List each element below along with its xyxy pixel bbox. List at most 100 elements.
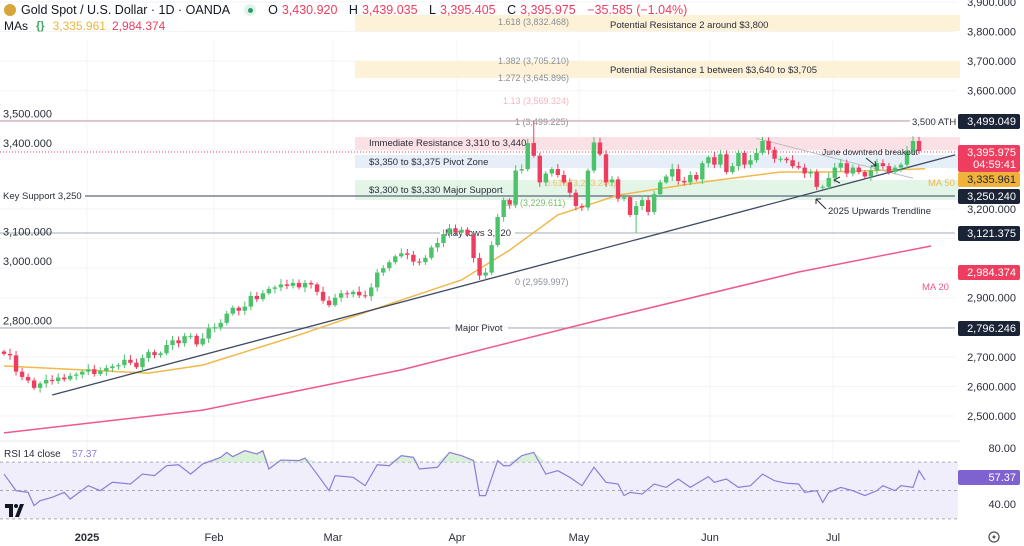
candle-body <box>206 328 211 339</box>
candle <box>525 138 530 172</box>
upward-trendline <box>51 154 956 396</box>
candle-body <box>730 166 735 173</box>
candle-body <box>212 327 217 329</box>
candle <box>808 168 813 178</box>
candle <box>862 170 868 179</box>
candle <box>567 178 573 198</box>
candle-body <box>13 355 19 372</box>
candle <box>627 195 633 217</box>
candle-body <box>892 167 898 173</box>
candle <box>435 237 440 253</box>
fib-1618-label: 1.618 (3,832.468) <box>498 17 569 27</box>
ohlc-values: O 3,430.920 H 3,439.035 L 3,395.405 C 3,395.… <box>268 3 691 17</box>
candle-body <box>609 179 615 183</box>
tradingview-logo[interactable] <box>5 504 24 517</box>
pivot-zone[interactable] <box>355 155 960 168</box>
may-lows-label: May lows 3,120 <box>445 228 511 239</box>
candle <box>730 162 735 174</box>
candle-body <box>230 307 235 314</box>
candle <box>513 165 518 209</box>
candle-body <box>657 182 663 195</box>
candle <box>838 159 843 172</box>
candle <box>796 161 801 170</box>
candle-body <box>260 293 266 300</box>
time-axis[interactable]: 2025 Feb Mar Apr May Jun Jul <box>75 532 840 544</box>
candle-body <box>561 174 567 183</box>
ath-label: 3,500 ATH <box>912 117 956 128</box>
resistance-2-label: Potential Resistance 2 around $3,800 <box>610 20 768 31</box>
market-status-icon[interactable] <box>244 4 257 16</box>
price-axis[interactable]: 3,900.000 3,800.000 3,700.000 3,600.000 3,50… <box>3 0 1016 423</box>
gold-symbol-icon <box>4 4 16 16</box>
candle-body <box>356 291 362 296</box>
candle-body <box>778 158 783 160</box>
candle-body <box>92 369 97 375</box>
candle <box>645 196 651 216</box>
candle-body <box>284 284 290 286</box>
candle-body <box>1 351 7 354</box>
candle <box>308 280 314 289</box>
candle-body <box>182 336 187 344</box>
candle <box>477 253 482 280</box>
time-tick-label: Mar <box>324 532 343 544</box>
candle-body <box>585 170 591 208</box>
candle <box>501 197 506 222</box>
candle-body <box>627 197 633 215</box>
close-label: C <box>507 3 517 17</box>
candle-body <box>459 229 464 233</box>
candle-body <box>387 262 392 269</box>
candle-body <box>772 149 777 159</box>
resistance-1-zone[interactable] <box>355 61 960 78</box>
source-code-icon[interactable]: {} <box>36 20 45 32</box>
candle-body <box>242 306 247 311</box>
candle <box>86 364 91 375</box>
rsi-label: RSI 14 close <box>4 449 61 460</box>
candle <box>320 286 326 304</box>
candle-body <box>86 369 91 372</box>
candle-body <box>736 152 741 167</box>
candle <box>609 175 615 187</box>
ma20-label: MA 20 <box>922 282 949 293</box>
trendline-arrow-icon <box>815 198 827 210</box>
candle-body <box>754 152 759 161</box>
candle-body <box>694 174 699 180</box>
candle <box>916 136 922 155</box>
candle <box>122 354 127 369</box>
resistance-2-zone[interactable] <box>355 15 960 31</box>
ma20-header-value: 2,984.374 <box>111 19 166 33</box>
candle-body <box>567 182 573 193</box>
candle <box>272 285 278 294</box>
candle-body <box>742 152 747 165</box>
mas-label[interactable]: MAs <box>4 19 28 33</box>
candle-body <box>814 172 819 187</box>
candles <box>1 120 922 393</box>
price-tick-label: 2,600.000 <box>967 381 1016 393</box>
candle-body <box>537 155 542 183</box>
symbol-title[interactable]: Gold Spot / U.S. Dollar · 1D · OANDA <box>21 3 231 17</box>
candle <box>134 358 139 369</box>
candle <box>393 254 398 265</box>
last-price-tag-text: 3,395.975 <box>967 147 1016 159</box>
resistance-1-label: Potential Resistance 1 between $3,640 to… <box>610 65 817 76</box>
candle <box>621 194 627 202</box>
rsi-pane <box>0 449 958 520</box>
candle <box>603 150 609 187</box>
candle-body <box>916 140 922 152</box>
fib-1382-label: 1.382 (3,705.210) <box>498 56 569 66</box>
major-support-zone[interactable] <box>355 180 960 200</box>
immediate-resistance-zone[interactable] <box>355 137 960 150</box>
key-support-price-tag-text: 3,250.240 <box>967 191 1016 203</box>
settings-gear-icon[interactable] <box>988 531 1000 543</box>
candle <box>489 241 494 276</box>
candle <box>651 190 657 215</box>
candle-body <box>308 282 314 285</box>
fib-1272-label: 1.272 (3,645.896) <box>498 73 569 83</box>
candle <box>748 154 753 168</box>
candle-body <box>25 376 31 381</box>
candle <box>856 165 862 175</box>
candle-body <box>670 169 675 177</box>
candle-body <box>236 307 241 311</box>
candle <box>369 283 374 301</box>
candle <box>471 233 476 263</box>
